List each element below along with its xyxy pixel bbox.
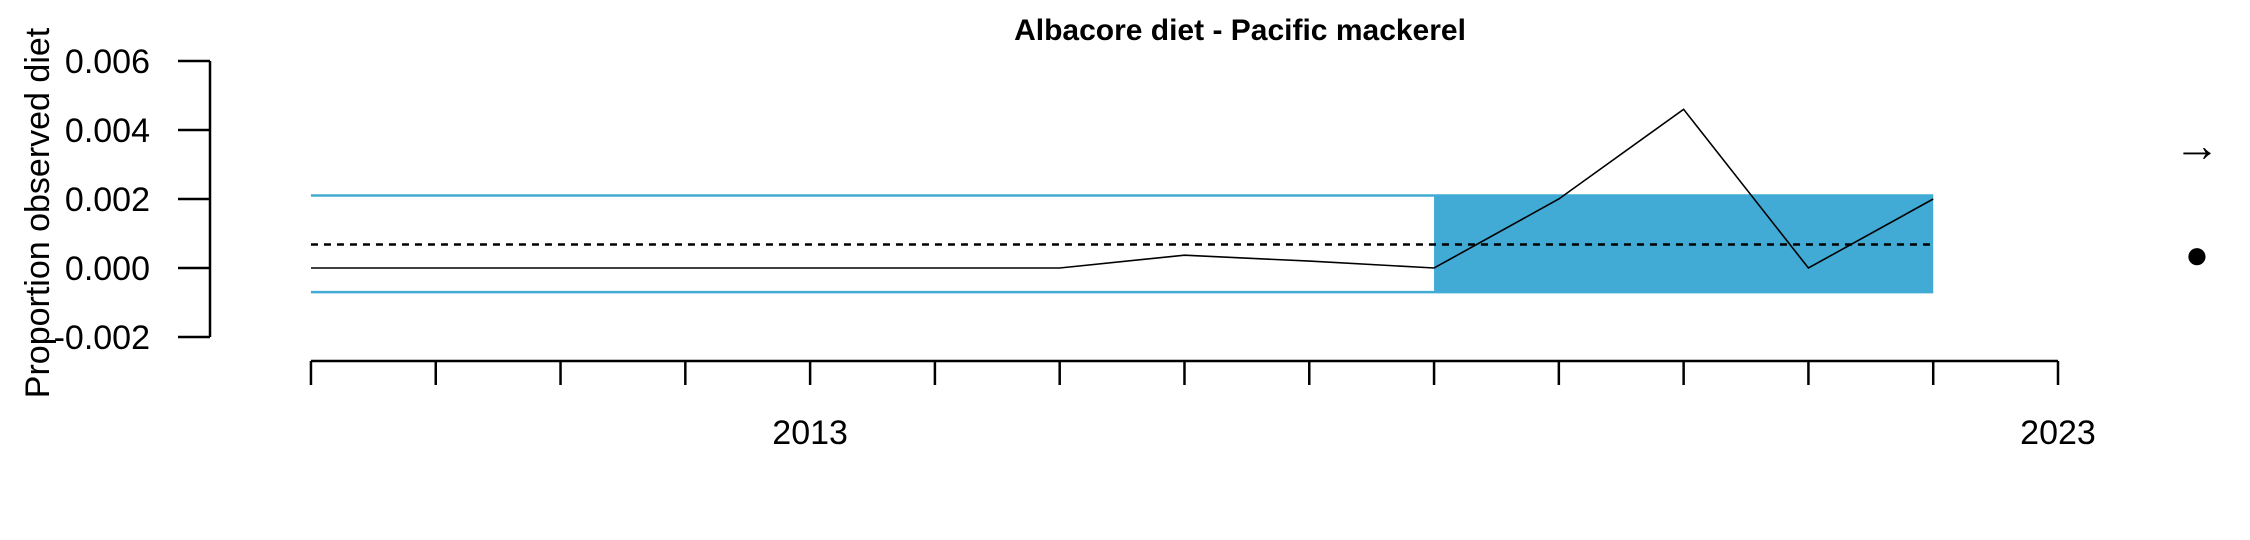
y-tick-label: 0.004 [65, 112, 150, 150]
band-layer [310, 194, 1934, 294]
chart-title: Albacore diet - Pacific mackerel [1014, 14, 1466, 47]
line-layer [311, 108, 1934, 270]
x-tick-label: 2013 [772, 414, 848, 452]
symbol-layer: → ● [2174, 119, 2220, 277]
y-axis-label: Proportion observed diet [19, 27, 57, 398]
status-dot-icon: ● [2185, 233, 2209, 277]
y-tick-label: 0.006 [65, 43, 150, 81]
y-tick-label: -0.002 [54, 319, 150, 357]
trend-arrow-icon: → [2174, 119, 2220, 171]
y-tick-label: 0.002 [65, 181, 150, 219]
axis-layer: -0.002 0.000 0.002 0.004 0.006 2013 2023 [54, 43, 2096, 452]
y-tick-label: 0.000 [65, 250, 150, 288]
x-tick-label: 2023 [2020, 414, 2096, 452]
series-line [311, 108, 1934, 270]
